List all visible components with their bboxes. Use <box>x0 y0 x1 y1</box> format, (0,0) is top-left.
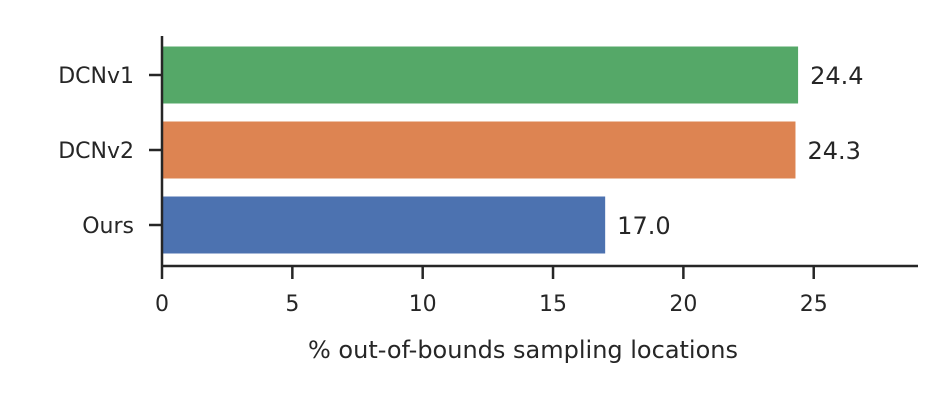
y-tick-label-dcnv2: DCNv2 <box>58 139 134 164</box>
x-tick-label-20: 20 <box>669 292 697 317</box>
value-label-dcnv1: 24.4 <box>810 62 863 90</box>
value-labels-group: 24.4 24.3 17.0 <box>617 62 863 240</box>
x-axis: 0 5 10 15 20 25 <box>155 264 918 317</box>
bar-ours <box>162 196 606 254</box>
value-label-dcnv2: 24.3 <box>807 137 860 165</box>
y-axis: DCNv1 DCNv2 Ours <box>58 36 164 266</box>
bars-group <box>162 46 799 254</box>
x-tick-label-5: 5 <box>285 292 299 317</box>
x-tick-label-0: 0 <box>155 292 169 317</box>
x-tick-label-10: 10 <box>409 292 437 317</box>
x-tick-label-25: 25 <box>800 292 828 317</box>
y-tick-label-dcnv1: DCNv1 <box>58 64 134 89</box>
x-axis-title: % out-of-bounds sampling locations <box>308 336 738 364</box>
bar-dcnv1 <box>162 46 799 104</box>
bar-dcnv2 <box>162 121 796 179</box>
x-tick-label-15: 15 <box>539 292 567 317</box>
y-tick-label-ours: Ours <box>82 214 134 239</box>
value-label-ours: 17.0 <box>617 212 670 240</box>
